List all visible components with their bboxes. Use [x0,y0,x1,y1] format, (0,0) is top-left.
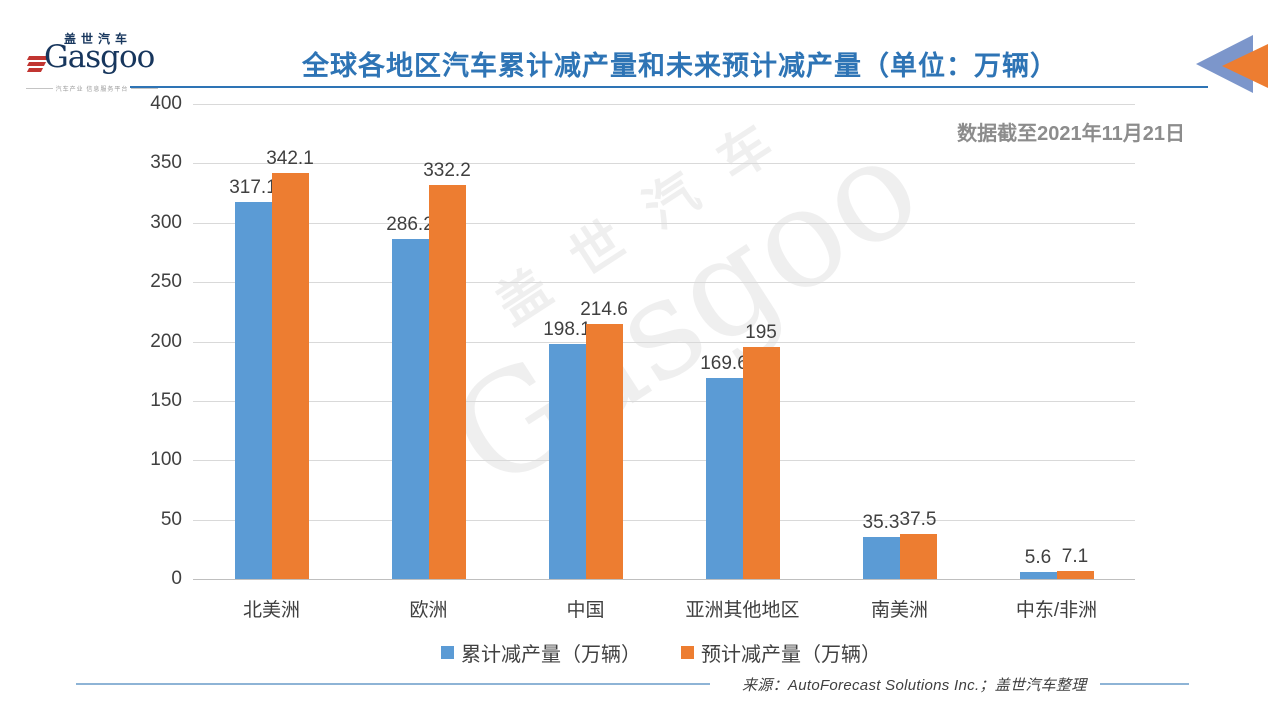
x-tick-label-中国: 中国 [566,600,605,621]
bar-group-4: 169.6 195 [664,104,821,579]
bar-累计减产量（万辆）-中国: 198.1 [543,319,591,579]
bar-value-label: 214.6 [580,299,628,321]
gridline-y50 [193,519,1135,521]
y-tick-label: 50 [160,508,182,530]
legend: 累计减产量（万辆） 预计减产量（万辆） [0,638,1280,667]
y-tick-label: 0 [171,568,182,589]
bar-累计减产量（万辆）-欧洲: 286.2 [386,214,434,579]
bar-groups: 317.1 342.1 286.2 332.2 198.1 214.6 169.6 195 35… [193,104,1135,579]
logo-tagline: 汽车产业 信息服务平台 [26,84,158,93]
bar-value-label: 169.6 [700,352,748,374]
bar-累计减产量（万辆）-亚洲其他地区: 169.6 [700,353,748,579]
bar-value-label: 198.1 [543,318,591,340]
legend-item-预计减产量（万辆）: 预计减产量（万辆） [681,638,881,667]
y-axis: 400 350 300 250 200 150 100 50 0 [120,93,182,589]
x-tick-label-亚洲其他地区: 亚洲其他地区 [685,600,800,621]
logo-brand-chinese: 盖世汽车 [64,32,133,46]
y-tick-label: 400 [150,93,182,114]
gridline-y400 [193,104,1135,105]
bar-预计减产量（万辆）-欧洲: 332.2 [423,160,471,579]
source-note: 来源：AutoForecast Solutions Inc.；盖世汽车整理 [742,677,1087,694]
bar-累计减产量（万辆）-中东/非洲: 5.6 [1019,547,1057,579]
bar-value-label: 7.1 [1061,545,1089,567]
plot-area: 317.1 342.1 286.2 332.2 198.1 214.6 169.6 195 35… [193,104,1135,580]
x-axis-labels: 北美洲 欧洲 中国 亚洲其他地区 南美洲 中东/非洲 [193,595,1135,622]
bar-value-label: 35.3 [862,512,900,534]
bar-value-label: 195 [745,322,777,344]
legend-item-累计减产量（万辆）: 累计减产量（万辆） [441,638,641,667]
y-tick-label: 100 [150,449,182,471]
bar-group-2: 286.2 332.2 [350,104,507,579]
title-underline [130,86,1208,88]
y-tick-label: 300 [150,211,182,233]
bar-value-label: 332.2 [423,159,471,181]
gasgoo-logo: 盖世汽车 Gasgoo 汽车产业 信息服务平台 [26,30,158,93]
gridline-y350 [193,163,1135,165]
bar-预计减产量（万辆）-北美洲: 342.1 [266,148,314,579]
bar-group-5: 35.3 37.5 [821,104,978,579]
data-cutoff-note: 数据截至2021年11月21日 [957,123,1185,145]
bar-value-label: 5.6 [1024,547,1052,569]
bar-预计减产量（万辆）-南美洲: 37.5 [899,509,937,579]
gridline-y200 [193,341,1135,343]
legend-label: 累计减产量（万辆） [461,644,641,666]
bar-预计减产量（万辆）-中国: 214.6 [580,299,628,579]
bar-value-label: 317.1 [229,177,277,199]
x-tick-label-北美洲: 北美洲 [242,600,300,621]
y-tick-label: 200 [150,330,182,352]
bar-累计减产量（万辆）-北美洲: 317.1 [229,177,277,579]
y-tick-label: 250 [150,271,182,293]
legend-label: 预计减产量（万辆） [701,644,881,666]
gridline-y100 [193,460,1135,462]
x-tick-label-南美洲: 南美洲 [870,600,928,621]
bar-value-label: 37.5 [899,509,937,531]
gridline-y300 [193,222,1135,224]
chart-title: 全球各地区汽车累计减产量和未来预计减产量（单位：万辆） [302,51,1058,81]
bar-value-label: 342.1 [266,147,314,169]
x-tick-label-中东/非洲: 中东/非洲 [1015,600,1098,621]
source-rule-left [76,683,710,685]
bar-value-label: 286.2 [386,214,434,236]
y-tick-label: 150 [150,389,182,411]
gridline-y150 [193,400,1135,402]
bar-预计减产量（万辆）-中东/非洲: 7.1 [1056,546,1094,579]
legend-swatch-icon [441,646,454,659]
bar-group-6: 5.6 7.1 [978,104,1135,579]
y-tick-label: 350 [150,152,182,174]
gasgoo-logo-mark: 盖世汽车 Gasgoo [26,30,158,80]
gridline-y0 [193,579,1135,580]
bar-group-1: 317.1 342.1 [193,104,350,579]
bar-累计减产量（万辆）-南美洲: 35.3 [862,512,900,579]
x-tick-label-欧洲: 欧洲 [409,600,448,621]
source-rule-right [1100,683,1189,685]
bar-group-3: 198.1 214.6 [507,104,664,579]
legend-swatch-icon [681,646,694,659]
corner-triangle-orange-icon [1222,44,1268,88]
bar-预计减产量（万辆）-亚洲其他地区: 195 [742,322,780,579]
gridline-y250 [193,282,1135,284]
logo-brand-english: Gasgoo [44,39,155,75]
